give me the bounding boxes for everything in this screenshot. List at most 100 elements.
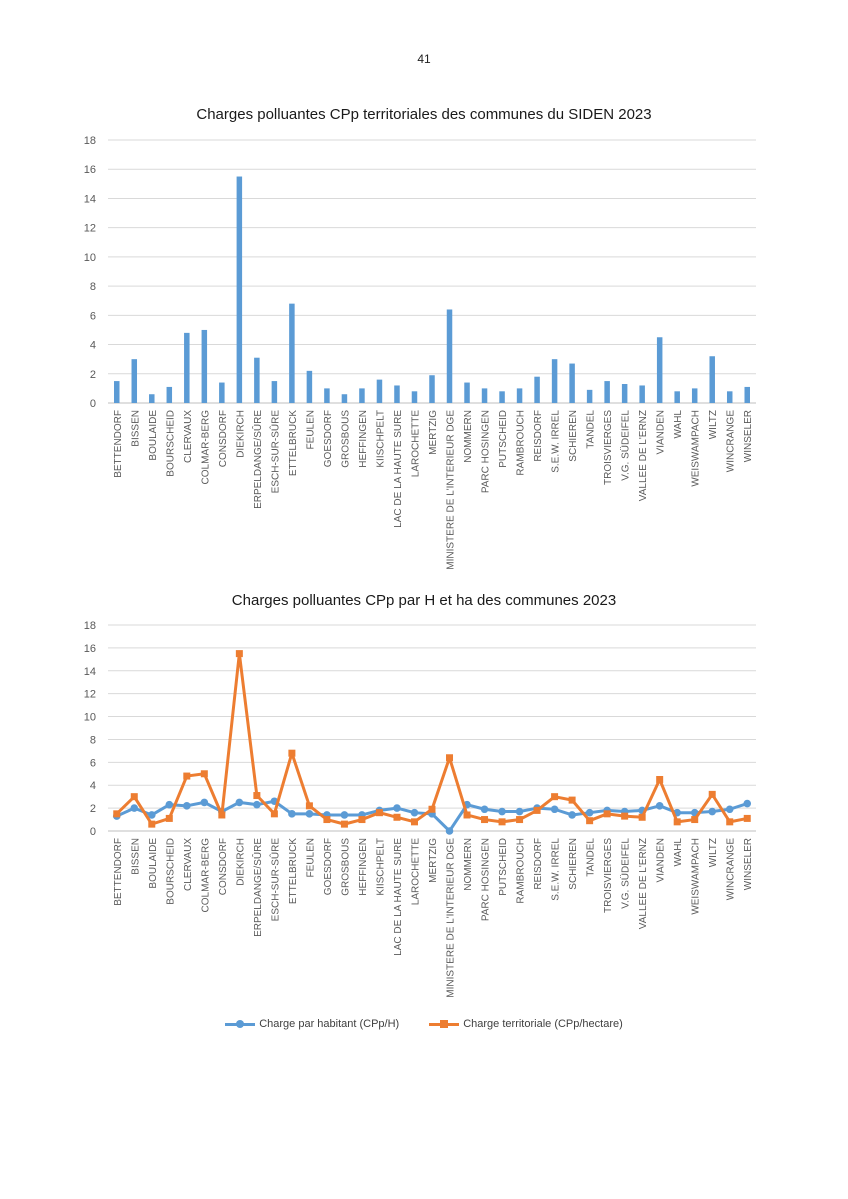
line-xtick-label: V.G. SÜDEIFEL	[620, 838, 632, 909]
line-xtick-label: WINCRANGE	[726, 838, 737, 901]
bar-20	[464, 382, 470, 403]
line-xtick-label: WINSELER	[743, 838, 754, 890]
line-xtick-label: LAROCHETTE	[410, 838, 421, 906]
line-xtick-label: WEISWAMPACH	[691, 838, 702, 915]
line-xtick-label: BETTENDORF	[113, 838, 124, 906]
line-xtick-label: REISDORF	[533, 838, 544, 890]
bar-xtick-label: CONSDORF	[218, 410, 229, 467]
series-1-point-25	[551, 793, 559, 801]
line-xtick-label: CONSDORF	[218, 838, 229, 895]
line-ytick-label: 12	[84, 689, 96, 701]
bar-30	[639, 385, 645, 403]
line-ytick-label: 18	[84, 620, 96, 632]
series-0-point-19	[445, 827, 454, 835]
bar-9	[271, 381, 278, 403]
line-xtick-label: KIISCHPELT	[375, 838, 386, 896]
line-xtick-label: ETTELBRUCK	[288, 838, 299, 904]
bar-ytick-label: 4	[90, 340, 96, 352]
series-1-point-11	[305, 802, 313, 810]
series-1-point-26	[568, 796, 576, 804]
series-1-point-34	[708, 790, 716, 798]
bar-chart-title: Charges polluantes CPp territoriales des…	[196, 106, 652, 123]
bar-31	[656, 337, 663, 403]
bar-ytick-label: 18	[84, 135, 96, 147]
bar-xtick-label: LAC DE LA HAUTE SURE	[393, 410, 404, 528]
series-0-point-5	[200, 798, 209, 807]
series-0-point-21	[480, 805, 489, 814]
line-ytick-label: 14	[84, 666, 96, 678]
line-xtick-label: FEULEN	[305, 838, 316, 877]
series-0-point-11	[305, 810, 314, 818]
line-chart-title: Charges polluantes CPp par H et ha des c…	[231, 592, 617, 609]
bar-xtick-label: VALLEE DE L'ERNZ	[638, 410, 649, 501]
series-1-point-20	[463, 811, 471, 819]
bar-xtick-label: BISSEN	[130, 410, 141, 447]
bar-ytick-label: 14	[84, 193, 96, 205]
series-1-point-14	[358, 816, 366, 824]
bar-32	[674, 391, 680, 403]
series-0-point-8	[253, 800, 261, 809]
series-0-point-7	[235, 798, 244, 807]
series-1-point-28	[603, 810, 611, 818]
series-1-point-27	[586, 817, 594, 825]
bar-19	[446, 309, 453, 403]
bar-35	[726, 391, 733, 403]
bar-xtick-label: LAROCHETTE	[410, 410, 421, 478]
series-0-point-25	[550, 805, 559, 814]
series-1-point-24	[533, 806, 541, 814]
series-0-point-34	[708, 807, 717, 816]
bar-ytick-label: 16	[84, 164, 96, 176]
line-xtick-label: HEFFINGEN	[358, 838, 369, 896]
series-0-point-10	[288, 810, 296, 818]
bar-xtick-label: BOURSCHEID	[165, 410, 176, 477]
legend-item-habitant: Charge par habitant (CPp/H)	[225, 1018, 399, 1030]
bar-24	[534, 376, 540, 403]
series-1-point-31	[656, 776, 664, 783]
series-1-point-5	[200, 770, 208, 778]
bar-xtick-label: WAHL	[673, 410, 684, 439]
line-xtick-label: BOURSCHEID	[165, 838, 176, 905]
series-1-point-7	[235, 650, 243, 658]
line-ytick-label: 0	[90, 826, 96, 838]
bar-chart: 0 2 4 6 8 10 12 14 16 18 BETTENDORF BISSEN BOULAIDE B…	[84, 135, 756, 570]
series-0-point-22	[498, 807, 506, 816]
bar-34	[709, 356, 715, 403]
series-0-point-26	[568, 811, 576, 819]
bar-xtick-label: ETTELBRUCK	[288, 410, 299, 476]
line-ytick-label: 4	[90, 780, 96, 792]
bar-xtick-label: TROISVIERGES	[603, 410, 614, 485]
bar-3	[166, 386, 173, 403]
legend-label-territoriale: Charge territoriale (CPp/hectare)	[463, 1018, 623, 1030]
bar-13	[341, 394, 348, 403]
bar-18	[429, 375, 435, 403]
series-1-point-21	[481, 816, 489, 824]
bar-xtick-label: V.G. SÜDEIFEL	[620, 410, 632, 481]
series-0-point-2	[147, 811, 156, 819]
bar-xtick-label: GROSBOUS	[340, 410, 351, 468]
bar-ytick-label: 0	[90, 398, 96, 410]
legend-label-habitant: Charge par habitant (CPp/H)	[259, 1018, 400, 1030]
bar-xtick-label: CLERVAUX	[183, 410, 194, 463]
bar-10	[289, 303, 295, 403]
line-xtick-label: WAHL	[673, 838, 684, 867]
bar-xtick-label: HEFFINGEN	[358, 410, 369, 468]
bar-ytick-label: 6	[90, 310, 96, 322]
page-number: 41	[417, 52, 431, 66]
line-xtick-label: SCHIEREN	[568, 838, 579, 890]
bar-7	[236, 176, 243, 403]
series-0-point-27	[585, 808, 594, 817]
bar-xtick-label: PUTSCHEID	[498, 410, 509, 468]
bar-xtick-label: RAMBROUCH	[516, 410, 527, 476]
bar-27	[586, 389, 593, 403]
line-xtick-label: CLERVAUX	[183, 838, 194, 891]
line-xtick-label: PUTSCHEID	[498, 838, 509, 896]
line-xtick-label: VALLEE DE L'ERNZ	[638, 838, 649, 929]
line-ytick-label: 8	[90, 734, 96, 746]
bar-28	[604, 381, 610, 403]
bar-0	[114, 381, 120, 403]
series-0-point-36	[743, 799, 752, 808]
line-xtick-label: ERPELDANGE/SÛRE	[251, 838, 264, 937]
series-0-point-4	[183, 802, 191, 810]
line-xtick-label: MERTZIG	[428, 838, 439, 883]
line-xtick-label: NOMMERN	[463, 838, 474, 891]
